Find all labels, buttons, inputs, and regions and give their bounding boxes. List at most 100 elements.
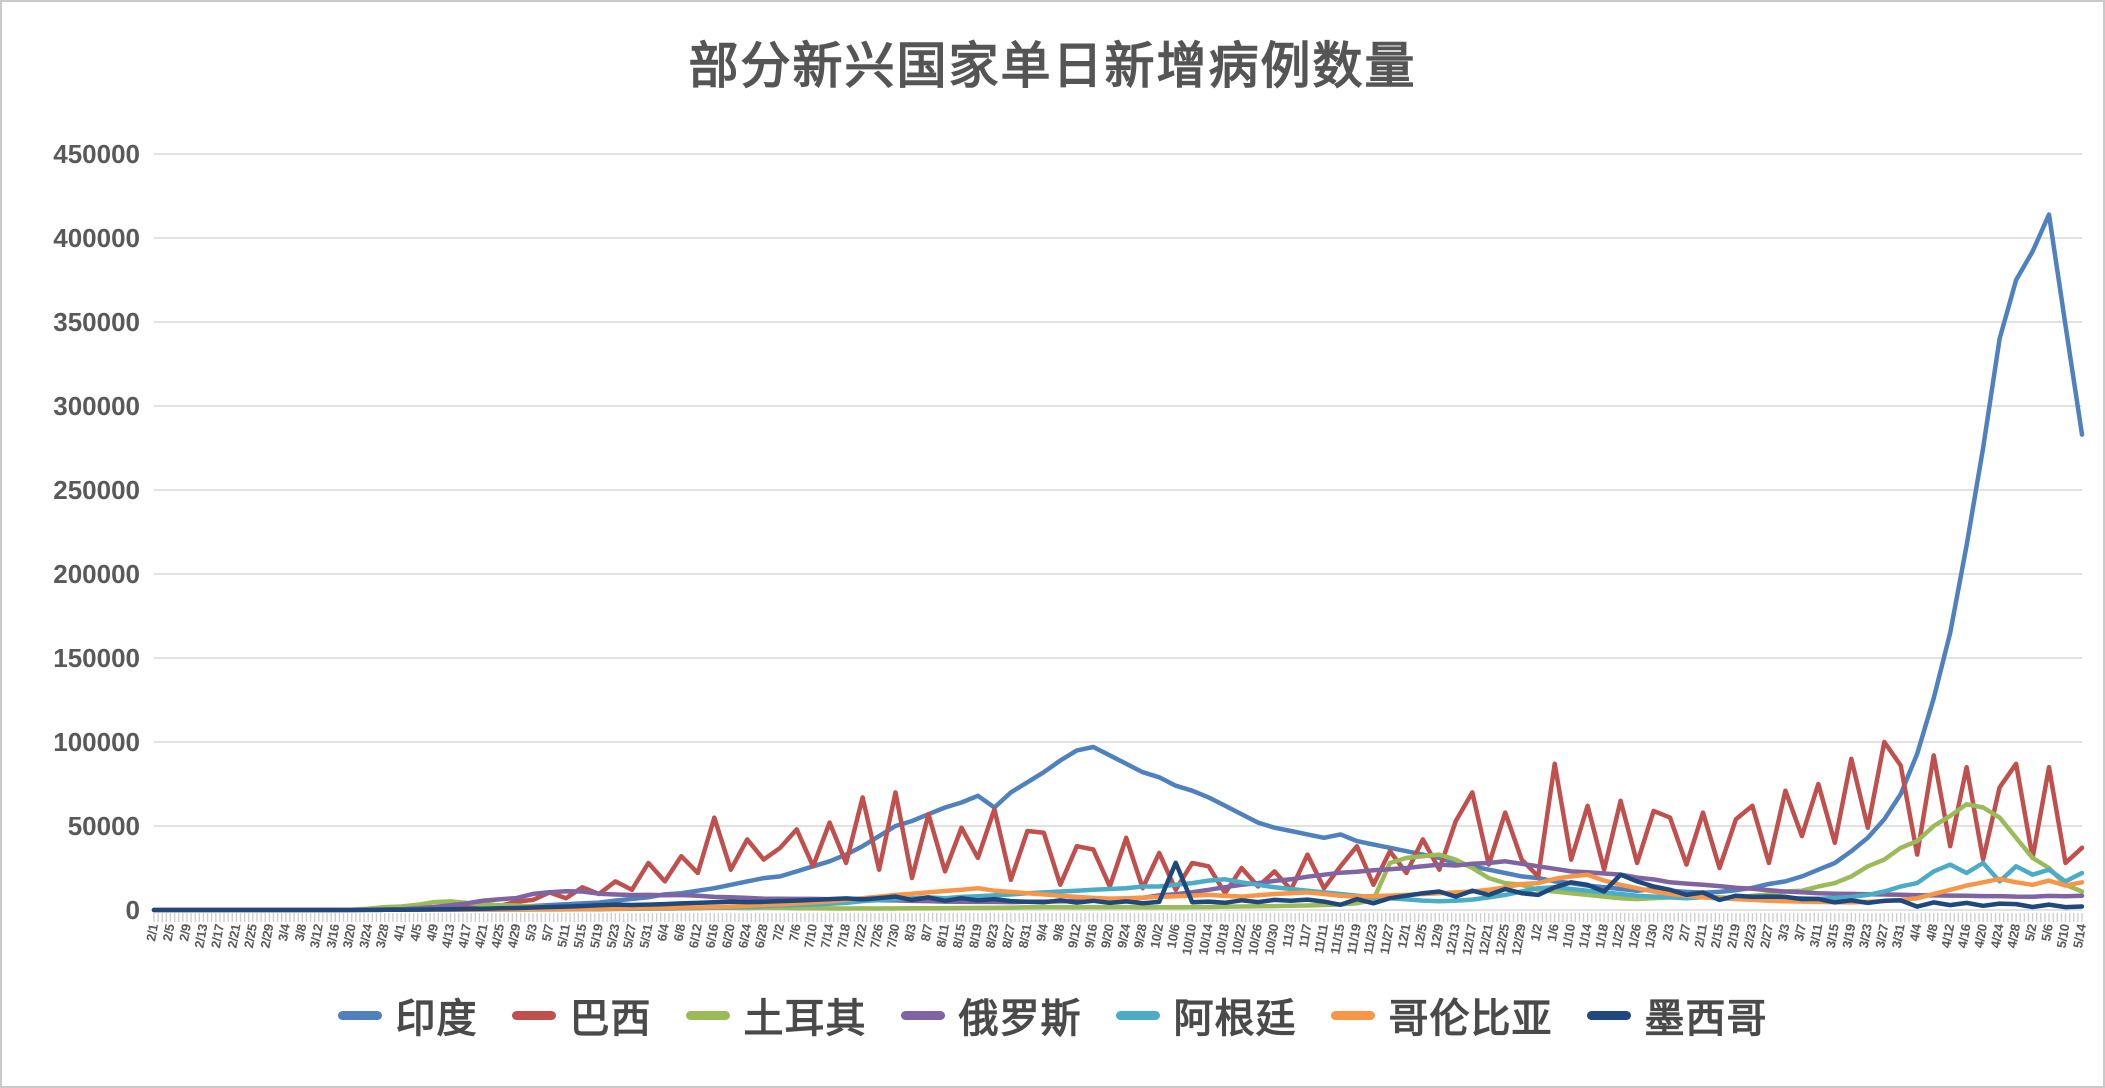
x-axis-label: 4/13 (439, 923, 458, 949)
x-axis-label: 4/20 (1971, 923, 1990, 949)
x-axis-label: 4/9 (423, 923, 441, 943)
x-axis-label: 3/4 (275, 922, 293, 943)
y-axis-label: 400000 (53, 223, 140, 253)
x-axis-label: 2/21 (224, 923, 243, 949)
legend-label-colombia: 哥伦比亚 (1388, 995, 1553, 1042)
x-axis-label: 9/8 (1050, 923, 1068, 943)
legend: 印度 巴西 土耳其 俄罗斯 阿根廷 哥伦比亚 墨西哥 (2, 986, 2103, 1044)
x-axis-label: 9/28 (1131, 923, 1150, 949)
y-axis-label: 200000 (53, 559, 140, 589)
x-axis-label: 1/26 (1625, 923, 1644, 949)
x-axis-label: 6/24 (735, 922, 754, 949)
x-axis-label: 10/26 (1245, 923, 1265, 956)
legend-swatch-india (337, 1010, 382, 1020)
x-axis-label: 5/10 (2053, 923, 2072, 949)
x-axis-label: 2/11 (1691, 923, 1710, 949)
x-axis-label: 10/10 (1179, 923, 1199, 956)
x-axis-label: 5/27 (620, 923, 639, 949)
x-axis-label: 1/2 (1527, 923, 1545, 943)
x-axis-label: 7/6 (786, 923, 804, 943)
x-axis-label: 5/7 (539, 923, 557, 943)
x-axis-label: 9/4 (1033, 922, 1051, 943)
y-axis-label: 50000 (68, 811, 140, 841)
x-axis-label: 10/14 (1195, 922, 1215, 956)
x-axis-label: 7/22 (851, 923, 870, 949)
legend-item-brazil: 巴西 (511, 986, 652, 1044)
x-axis-label: 3/24 (356, 922, 375, 949)
x-axis-label: 3/20 (340, 923, 359, 949)
x-axis-label: 3/15 (1823, 923, 1842, 949)
x-axis-label: 2/23 (1740, 923, 1759, 949)
x-axis-label: 3/16 (323, 923, 342, 949)
x-axis-label: 4/29 (504, 923, 523, 949)
x-axis-label: 3/8 (292, 923, 310, 943)
x-axis-label: 2/25 (241, 923, 260, 949)
x-axis-label: 6/20 (719, 923, 738, 949)
x-axis-label: 7/14 (818, 922, 837, 949)
x-axis-label: 8/27 (999, 923, 1018, 949)
x-axis-label: 5/3 (522, 923, 540, 943)
x-axis-label: 1/30 (1642, 923, 1661, 949)
legend-swatch-argentina (1115, 1010, 1160, 1020)
x-axis-label: 12/21 (1476, 923, 1496, 956)
x-axis-label: 2/7 (1676, 923, 1694, 943)
x-axis-label: 4/4 (1906, 922, 1924, 943)
x-axis-label: 4/16 (1955, 923, 1974, 949)
x-axis-label: 1/10 (1559, 923, 1578, 949)
x-axis-label: 3/12 (307, 923, 326, 949)
x-axis-label: 11/15 (1327, 923, 1347, 956)
x-axis-label: 3/11 (1806, 923, 1825, 949)
x-axis-label: 5/15 (570, 923, 589, 949)
x-axis-label: 9/12 (1065, 923, 1084, 949)
x-axis-label: 3/31 (1889, 923, 1908, 949)
x-axis-label: 12/17 (1459, 923, 1479, 956)
x-axis-label: 6/12 (686, 923, 705, 949)
x-axis-label: 9/24 (1114, 922, 1133, 949)
x-axis-label: 7/2 (769, 923, 787, 943)
x-axis-label: 2/19 (1724, 923, 1743, 949)
legend-item-colombia: 哥伦比亚 (1330, 986, 1553, 1044)
legend-item-argentina: 阿根廷 (1115, 986, 1297, 1044)
x-axis-label: 4/25 (488, 923, 507, 949)
x-axis-label: 7/26 (867, 923, 886, 949)
y-axis-label: 300000 (53, 391, 140, 421)
x-axis-label: 2/29 (257, 923, 276, 949)
x-axis-label: 9/20 (1098, 923, 1117, 949)
x-axis-label: 8/23 (982, 923, 1001, 949)
y-axis-label: 150000 (53, 643, 140, 673)
x-axis-label: 5/14 (2070, 922, 2089, 949)
y-axis-label: 0 (126, 895, 140, 925)
x-axis-label: 2/13 (191, 923, 210, 949)
x-axis-label: 4/12 (1938, 923, 1957, 949)
x-axis-label: 3/7 (1791, 923, 1809, 943)
x-axis-label: 5/11 (554, 923, 573, 949)
legend-swatch-turkey (685, 1010, 730, 1020)
x-axis-label: 6/16 (702, 923, 721, 949)
legend-label-mexico: 墨西哥 (1644, 995, 1768, 1042)
x-axis-label: 5/6 (2038, 923, 2056, 943)
x-axis-label: 3/27 (1872, 923, 1891, 949)
x-axis-label: 7/30 (883, 923, 902, 949)
y-axis-label: 450000 (53, 139, 140, 169)
x-axis-label: 12/25 (1492, 923, 1512, 956)
chart-title: 部分新兴国家单日新增病例数量 (688, 36, 1417, 95)
x-axis-label: 1/14 (1576, 922, 1595, 949)
x-axis-label: 3/23 (1856, 923, 1875, 949)
x-axis-label: 6/8 (671, 923, 689, 943)
x-axis-label: 7/18 (834, 923, 853, 949)
x-axis-label: 6/28 (752, 923, 771, 949)
x-axis-label: 1/22 (1609, 923, 1628, 949)
x-axis-label: 6/4 (654, 922, 672, 943)
x-axis-label: 4/17 (455, 923, 474, 949)
x-axis-label: 3/28 (373, 923, 392, 949)
y-axis-label: 250000 (53, 475, 140, 505)
x-axis-label: 11/27 (1377, 923, 1397, 956)
x-axis-label: 4/28 (2004, 923, 2023, 949)
x-axis-label: 11/19 (1344, 923, 1364, 956)
x-axis-label: 4/21 (472, 923, 491, 949)
y-axis-label: 350000 (53, 307, 140, 337)
x-axis-label: 9/16 (1081, 923, 1100, 949)
x-axis-label: 2/15 (1707, 923, 1726, 949)
x-axis-label: 3/19 (1839, 923, 1858, 949)
